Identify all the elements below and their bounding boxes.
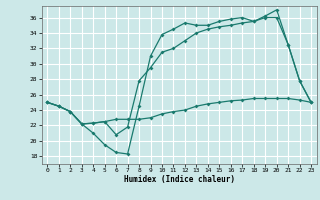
X-axis label: Humidex (Indice chaleur): Humidex (Indice chaleur) (124, 175, 235, 184)
